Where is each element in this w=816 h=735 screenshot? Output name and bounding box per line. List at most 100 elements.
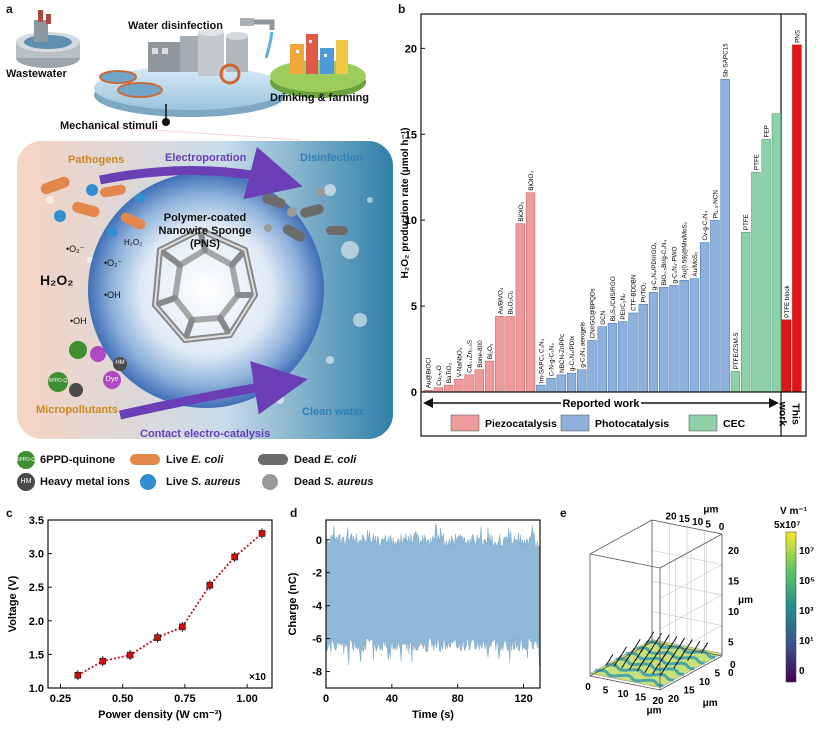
- chart-b-reported-arrow-right: [769, 398, 780, 408]
- chart-e-back-unit: μm: [703, 505, 718, 516]
- city-farm-icon: [270, 34, 366, 98]
- chart-b-this-work-1: This: [790, 403, 802, 425]
- chart-b-reported-label: Reported work: [562, 398, 640, 410]
- hydroxyl-label-2: •OH: [70, 316, 87, 326]
- chart-c-ytick-label: 3.5: [29, 515, 44, 527]
- sponge-line2: Nanowire Sponge: [158, 225, 252, 237]
- chart-b-bar-label: C-N-g-C₃N₄: [549, 343, 556, 377]
- chart-e-axis-y: [659, 655, 723, 691]
- chart-b-bar: [474, 369, 484, 393]
- chart-e-field-arrow: [605, 653, 614, 666]
- treatment-plant-icon: [148, 28, 248, 85]
- chart-e-xtick-label: 0: [585, 682, 591, 693]
- chart-e-field-arrow: [673, 657, 681, 669]
- superoxide-label-1: •O₂⁻: [66, 244, 85, 254]
- chart-e-field-stripe: [605, 663, 674, 682]
- chart-e-ytick-label: 20: [668, 694, 680, 705]
- chart-e-field-arrow: [700, 642, 709, 654]
- chart-d-xlabel: Time (s): [412, 709, 454, 721]
- chart-b-bar-label: g-C₃N₄/PDIx: [569, 335, 576, 371]
- chart-c-series-line: [77, 532, 263, 677]
- chart-b-bar-label: PNS: [794, 30, 801, 43]
- chart-e-backtick-label: 0: [719, 522, 725, 533]
- chart-e-grid-line: [659, 564, 723, 599]
- chart-b-legend-swatch: [688, 414, 718, 432]
- panel-a-illustration: [0, 0, 400, 510]
- chart-c-ytick-label: 1.5: [29, 649, 44, 661]
- chart-e-edge: [589, 641, 653, 677]
- chart-b-ytick-label: 20: [405, 43, 417, 55]
- chart-e-ztick-label: 10: [728, 607, 740, 618]
- legend-6ppd-icon-text: 6PPD-Q: [16, 457, 36, 463]
- chart-c-point: [74, 671, 82, 679]
- chart-c-scale-note: ×10: [249, 672, 266, 683]
- chart-e-field-arrow: [687, 649, 695, 662]
- chart-b-bar: [761, 139, 771, 393]
- chart-e-field-arrow: [671, 646, 680, 658]
- chart-c: 1.0 1.5 2.0 2.5 3.0 3.5 0.25 0.50 0.75 1.00 Power …: [0, 500, 290, 730]
- chart-b-ylabel: H₂O₂ production rate (μmol h⁻¹): [400, 128, 411, 279]
- chart-b-bar: [669, 285, 679, 393]
- chart-b-bar-label: PEI/C₃N₄: [620, 293, 627, 320]
- chart-b-ytick-label: 0: [411, 387, 417, 399]
- ball-dye-label: Dye: [105, 376, 119, 383]
- chart-e-colorbar-tick: 10⁵: [799, 576, 815, 587]
- chart-e-ytick-label: 5: [715, 669, 721, 680]
- chart-b-bar: [720, 79, 730, 393]
- chart-b-bar-label: Au@BiOCl: [426, 358, 433, 389]
- dead-bacteria-group: [262, 187, 348, 242]
- chart-b-bar: [792, 44, 802, 393]
- chart-b-bar-label: BiO₀.₅Br/g-C₃N₄: [661, 239, 668, 285]
- chart-e-colorbar: [785, 531, 797, 683]
- chart-d-signal: [325, 523, 540, 667]
- chart-b-bar-label: Bone-800: [477, 340, 484, 368]
- pathogens-label: Pathogens: [68, 154, 125, 166]
- legend-dead-ecoli: Dead E. coli: [294, 454, 356, 466]
- chart-e-field-arrow: [665, 655, 674, 668]
- chart-b-bar: [638, 304, 648, 393]
- chart-e-field-stripe: [615, 657, 685, 676]
- chart-c-ytick-label: 2.0: [29, 616, 44, 628]
- chart-b-legend-label: Piezocatalysis: [485, 418, 557, 430]
- chart-c-point: [126, 651, 134, 659]
- chart-b-bar: [751, 171, 761, 393]
- legend-6ppd: 6PPD-quinone: [40, 454, 116, 466]
- chart-d-ytick-label: -2: [312, 568, 322, 580]
- chart-e-backtick-label: 15: [679, 514, 691, 525]
- chart-b-bar: [607, 323, 618, 393]
- legend-hm-icon-text: HM: [20, 478, 32, 485]
- panel-b-letter: b: [398, 2, 406, 16]
- chart-e-xtick-label: 5: [603, 686, 609, 697]
- chart-b-bar-label: Au(0.59)@Mn/MoS₂: [682, 221, 689, 278]
- chart-b-bar: [443, 384, 454, 393]
- chart-e-edge: [651, 641, 723, 657]
- legend-dead-ecoli-prefix: Dead: [294, 454, 324, 466]
- chart-b-bar: [648, 292, 659, 393]
- chart-b-ytick-label: 10: [405, 215, 417, 227]
- water-disinfection-label: Water disinfection: [128, 20, 223, 32]
- chart-e-colorbar-title: V m⁻¹: [780, 506, 808, 517]
- wastewater-label: Wastewater: [6, 68, 67, 80]
- chart-d-frame: [325, 519, 541, 689]
- chart-b-legend-label: Photocatalysis: [595, 418, 669, 430]
- field-label: ~10⁶ V m⁻¹: [176, 166, 228, 177]
- chart-e-colorbar-tick: 10¹: [799, 636, 814, 647]
- chart-b-ytick-label: 15: [405, 129, 417, 141]
- contact-catalysis-label: Contact electro-catalysis: [140, 428, 271, 440]
- chart-e-ytick-label: 10: [699, 677, 711, 688]
- chart-b-bar-label: g-C₃N₄ aerogels: [579, 322, 586, 368]
- chart-b-bar-label: BaTiO₃: [446, 363, 453, 384]
- chart-b-bar-label: Bi₂O₃: [487, 343, 494, 359]
- legend-dead-saureus-prefix: Dead: [294, 476, 324, 488]
- chart-b-bar-label: Cu₂ₕ₂O: [436, 365, 443, 385]
- chart-b-legend-label: CEC: [723, 418, 746, 430]
- catalysis-arrow: [119, 361, 308, 420]
- ball-6ppd-label: 6PPD-Q: [48, 378, 68, 384]
- chart-e-field-arrow: [619, 646, 627, 658]
- chart-b-bar-label: PTFE: [743, 214, 750, 230]
- chart-b-bar-label: BiOIO₃: [528, 171, 535, 191]
- chart-b-bar-label: g-C₃N₄-PWO: [671, 246, 678, 283]
- micropollutant-balls: [48, 341, 127, 397]
- chart-b-bar: [515, 223, 525, 393]
- legend-live-ecoli: Live E. coli: [166, 454, 223, 466]
